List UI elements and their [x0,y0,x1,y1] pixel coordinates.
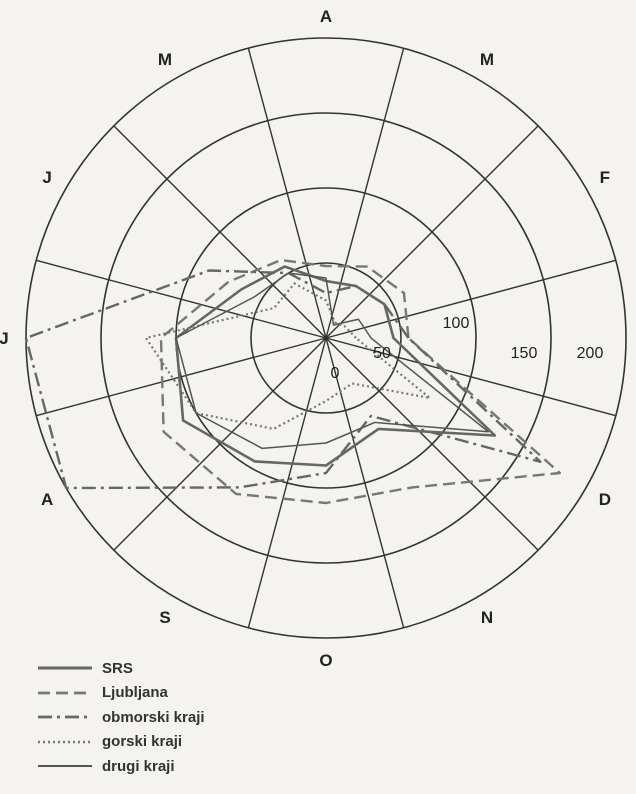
grid-ring-50 [250,262,402,414]
legend-label: gorski kraji [102,733,183,751]
grid-spoke [325,48,405,339]
legend-swatch [38,666,92,670]
month-label: A [320,7,332,26]
series-line-ljubljana [159,258,562,505]
legend: SRS Ljubljana obmorski kraji gorski kraji dr… [36,656,205,779]
month-label: J [42,168,51,187]
grid-spoke [325,125,539,339]
tick-label-100: 100 [443,315,470,332]
tick-label-50: 50 [373,345,391,362]
chart-grid [25,37,627,639]
month-label: S [159,608,170,627]
legend-item: Ljubljana [36,681,205,706]
month-label: D [599,490,611,509]
month-label: M [480,50,494,69]
grid-spoke [325,259,616,339]
grid-ring-150 [100,112,552,564]
grid-spoke [113,337,327,551]
legend-swatch [38,715,92,719]
month-label: O [319,651,332,670]
grid-spoke [113,125,327,339]
month-label: N [481,608,493,627]
month-label: A [41,490,53,509]
month-label: J [0,329,9,348]
tick-label-150: 150 [511,345,538,362]
series-layer [24,258,562,505]
legend-label: SRS [102,659,133,677]
legend-item: obmorski kraji [36,705,205,730]
legend-item: SRS [36,656,205,681]
grid-spoke [325,337,539,551]
radial-tick-labels: 0 50 100 150 200 [331,315,604,382]
legend-item: gorski kraji [36,730,205,755]
grid-spoke [325,337,616,417]
legend-item: drugi kraji [36,754,205,779]
series-line-gorski-kraji [144,282,432,431]
tick-label-200: 200 [577,345,604,362]
tick-label-0: 0 [331,365,340,382]
series-line-obmorski-kraji [24,269,542,490]
legend-label: obmorski kraji [102,708,205,726]
grid-ring-200 [25,37,627,639]
month-labels: JFMAMJJASOND [0,7,611,670]
legend-swatch [38,765,92,768]
legend-swatch [38,740,92,744]
grid-spoke [36,259,327,339]
grid-spoke [36,337,327,417]
series-line-drugi-kraji [175,272,490,450]
grid-spoke [247,48,327,339]
month-label: F [600,168,610,187]
grid-spoke [247,337,327,628]
legend-label: drugi kraji [102,757,175,775]
legend-label: Ljubljana [102,684,168,702]
legend-swatch [38,691,92,695]
month-label: M [158,50,172,69]
grid-spoke [325,337,405,628]
